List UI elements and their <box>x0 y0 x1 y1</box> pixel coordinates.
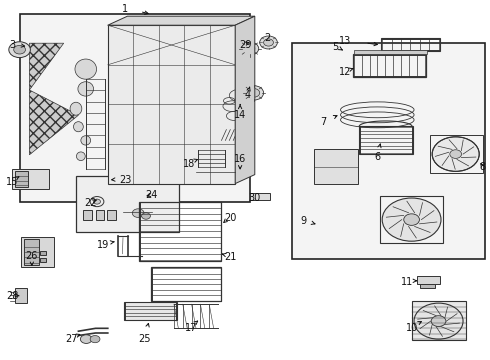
Bar <box>412 301 465 340</box>
Text: 19: 19 <box>97 240 109 250</box>
Ellipse shape <box>78 82 94 96</box>
Text: 2: 2 <box>264 33 270 43</box>
Bar <box>40 258 46 262</box>
Text: 20: 20 <box>224 213 237 223</box>
Bar <box>353 54 426 77</box>
Circle shape <box>90 336 100 343</box>
Circle shape <box>132 209 144 217</box>
Bar <box>380 196 443 243</box>
Circle shape <box>244 86 264 100</box>
Bar <box>24 239 39 265</box>
Bar <box>76 176 179 232</box>
Circle shape <box>431 316 446 327</box>
Circle shape <box>248 89 260 97</box>
Text: 17: 17 <box>185 323 197 333</box>
Ellipse shape <box>75 59 97 79</box>
Text: 16: 16 <box>234 154 246 164</box>
Ellipse shape <box>81 136 91 145</box>
Bar <box>20 14 250 202</box>
Polygon shape <box>108 16 255 25</box>
Bar <box>96 210 104 220</box>
Text: 1: 1 <box>122 4 128 14</box>
Bar <box>83 210 92 220</box>
Text: 11: 11 <box>401 276 413 287</box>
Bar <box>15 171 28 187</box>
Text: 4: 4 <box>245 90 250 100</box>
Text: 13: 13 <box>339 36 352 46</box>
Text: 12: 12 <box>339 67 352 77</box>
Polygon shape <box>235 16 255 184</box>
Circle shape <box>14 45 25 54</box>
Ellipse shape <box>70 102 82 115</box>
Text: 6: 6 <box>374 152 380 162</box>
Circle shape <box>432 137 479 171</box>
Text: 24: 24 <box>146 190 158 200</box>
Text: 27: 27 <box>65 334 77 344</box>
Bar <box>420 284 435 288</box>
Text: 14: 14 <box>234 110 246 120</box>
Circle shape <box>450 150 462 158</box>
Bar <box>359 126 413 154</box>
Bar <box>107 210 116 220</box>
Circle shape <box>142 213 150 219</box>
Polygon shape <box>29 90 78 155</box>
Text: 3: 3 <box>9 40 15 50</box>
Text: 25: 25 <box>138 334 151 344</box>
Text: 22: 22 <box>84 198 97 208</box>
Bar <box>108 25 235 184</box>
Bar <box>196 168 235 176</box>
Bar <box>250 193 270 200</box>
Text: 7: 7 <box>320 117 326 127</box>
Text: 29: 29 <box>239 40 251 50</box>
Bar <box>12 169 49 189</box>
Bar <box>314 149 358 184</box>
Text: 15: 15 <box>6 177 19 187</box>
Bar <box>40 251 46 255</box>
Circle shape <box>9 42 30 58</box>
Text: 28: 28 <box>6 291 19 301</box>
Bar <box>416 276 440 284</box>
Text: 8: 8 <box>480 162 486 172</box>
Circle shape <box>94 199 100 204</box>
Text: 5: 5 <box>333 42 339 52</box>
Ellipse shape <box>76 152 85 161</box>
Text: 18: 18 <box>182 159 195 169</box>
Bar <box>381 38 440 51</box>
Text: 23: 23 <box>119 175 131 185</box>
Text: 30: 30 <box>249 193 261 203</box>
Text: 10: 10 <box>405 323 417 333</box>
Circle shape <box>382 198 441 241</box>
Bar <box>151 267 221 301</box>
Bar <box>124 302 177 320</box>
Circle shape <box>80 335 92 343</box>
Text: 9: 9 <box>301 216 307 226</box>
Circle shape <box>245 45 255 52</box>
Bar <box>292 43 485 259</box>
Circle shape <box>260 36 277 49</box>
Text: 21: 21 <box>224 252 237 262</box>
Bar <box>21 237 54 267</box>
Circle shape <box>241 42 259 55</box>
Text: 26: 26 <box>25 251 38 261</box>
Ellipse shape <box>74 122 83 132</box>
Circle shape <box>404 214 419 225</box>
Bar <box>354 50 427 54</box>
Circle shape <box>264 39 273 46</box>
Bar <box>15 288 27 303</box>
Bar <box>430 135 483 173</box>
Bar <box>139 202 221 261</box>
Polygon shape <box>29 43 64 90</box>
Circle shape <box>414 303 463 339</box>
